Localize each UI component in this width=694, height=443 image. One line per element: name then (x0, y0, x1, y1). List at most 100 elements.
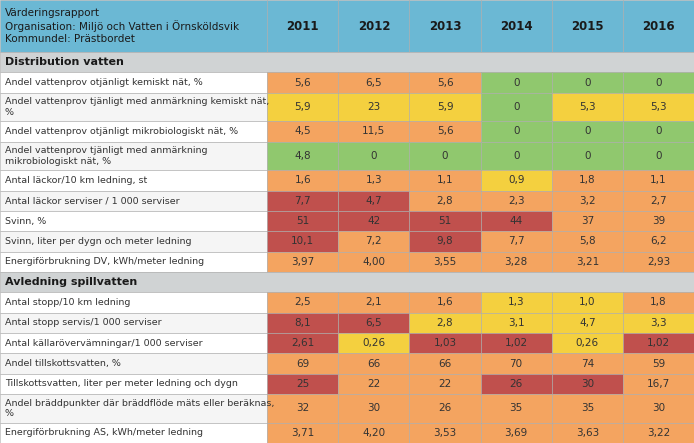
Bar (480, 142, 552, 170)
Text: 2,93: 2,93 (647, 257, 670, 267)
Text: 5,3: 5,3 (650, 102, 667, 112)
Bar (338, 354, 409, 374)
Bar (623, 170, 694, 190)
Bar (267, 190, 338, 211)
Text: 4,20: 4,20 (362, 428, 385, 438)
Text: 2,8: 2,8 (437, 318, 453, 328)
Bar (0, 333, 267, 354)
Text: 2012: 2012 (357, 19, 390, 32)
Bar (409, 211, 480, 231)
Bar (0, 190, 267, 211)
Text: 3,21: 3,21 (575, 257, 599, 267)
Text: Tillskottsvatten, liter per meter ledning och dygn: Tillskottsvatten, liter per meter lednin… (5, 380, 238, 389)
Text: 0: 0 (584, 151, 591, 161)
Bar (623, 0, 694, 52)
Text: 1,1: 1,1 (650, 175, 667, 185)
Bar (623, 231, 694, 252)
Text: 1,0: 1,0 (579, 298, 595, 307)
Text: 6,5: 6,5 (366, 78, 382, 88)
Bar (623, 333, 694, 354)
Bar (623, 374, 694, 394)
Bar (0, 211, 267, 231)
Text: 5,6: 5,6 (437, 126, 453, 136)
Text: 3,53: 3,53 (433, 428, 457, 438)
Bar (623, 313, 694, 333)
Bar (623, 72, 694, 93)
Text: 70: 70 (509, 358, 523, 369)
Text: 1,8: 1,8 (579, 175, 595, 185)
Text: Andel vattenprov otjänligt mikrobiologiskt nät, %: Andel vattenprov otjänligt mikrobiologis… (5, 127, 238, 136)
Bar (0, 142, 267, 170)
Text: 69: 69 (296, 358, 310, 369)
Bar (0, 93, 267, 121)
Text: 2015: 2015 (571, 19, 604, 32)
Bar (267, 292, 338, 313)
Bar (0, 272, 694, 292)
Text: 0,9: 0,9 (508, 175, 525, 185)
Bar (552, 190, 623, 211)
Text: Antal stopp/10 km ledning: Antal stopp/10 km ledning (5, 298, 130, 307)
Bar (480, 252, 552, 272)
Bar (480, 313, 552, 333)
Text: 3,97: 3,97 (291, 257, 314, 267)
Text: 6,5: 6,5 (366, 318, 382, 328)
Text: 3,63: 3,63 (575, 428, 599, 438)
Text: 5,6: 5,6 (294, 78, 311, 88)
Bar (623, 292, 694, 313)
Bar (0, 423, 267, 443)
Text: 3,3: 3,3 (650, 318, 667, 328)
Text: 30: 30 (367, 404, 380, 413)
Text: 1,3: 1,3 (366, 175, 382, 185)
Bar (480, 354, 552, 374)
Text: 22: 22 (367, 379, 380, 389)
Text: 4,5: 4,5 (294, 126, 311, 136)
Bar (267, 121, 338, 142)
Bar (267, 313, 338, 333)
Bar (552, 170, 623, 190)
Text: 74: 74 (581, 358, 594, 369)
Bar (409, 354, 480, 374)
Bar (409, 313, 480, 333)
Text: Distribution vatten: Distribution vatten (5, 57, 124, 67)
Bar (0, 231, 267, 252)
Text: 5,9: 5,9 (437, 102, 453, 112)
Text: Antal stopp servis/1 000 serviser: Antal stopp servis/1 000 serviser (5, 319, 162, 327)
Bar (480, 423, 552, 443)
Text: 5,6: 5,6 (437, 78, 453, 88)
Bar (552, 374, 623, 394)
Text: 6,2: 6,2 (650, 237, 667, 246)
Bar (267, 142, 338, 170)
Text: Avledning spillvatten: Avledning spillvatten (5, 277, 137, 287)
Bar (409, 0, 480, 52)
Bar (480, 211, 552, 231)
Bar (338, 394, 409, 423)
Text: 1,6: 1,6 (437, 298, 453, 307)
Text: 42: 42 (367, 216, 380, 226)
Bar (409, 394, 480, 423)
Bar (0, 292, 267, 313)
Bar (552, 0, 623, 52)
Bar (480, 231, 552, 252)
Text: 3,22: 3,22 (647, 428, 670, 438)
Text: 9,8: 9,8 (437, 237, 453, 246)
Bar (267, 374, 338, 394)
Bar (623, 93, 694, 121)
Bar (552, 423, 623, 443)
Bar (267, 211, 338, 231)
Text: 7,7: 7,7 (508, 237, 525, 246)
Text: 0,26: 0,26 (362, 338, 385, 348)
Bar (552, 142, 623, 170)
Text: Svinn, liter per dygn och meter ledning: Svinn, liter per dygn och meter ledning (5, 237, 192, 246)
Bar (0, 0, 267, 52)
Text: Andel vattenprov tjänligt med anmärkning kemiskt nät,
%: Andel vattenprov tjänligt med anmärkning… (5, 97, 269, 117)
Bar (338, 93, 409, 121)
Text: 35: 35 (509, 404, 523, 413)
Bar (338, 190, 409, 211)
Bar (338, 0, 409, 52)
Text: Andel vattenprov otjänligt kemiskt nät, %: Andel vattenprov otjänligt kemiskt nät, … (5, 78, 203, 87)
Text: 7,2: 7,2 (366, 237, 382, 246)
Text: 11,5: 11,5 (362, 126, 386, 136)
Bar (338, 211, 409, 231)
Bar (552, 292, 623, 313)
Text: 1,03: 1,03 (434, 338, 457, 348)
